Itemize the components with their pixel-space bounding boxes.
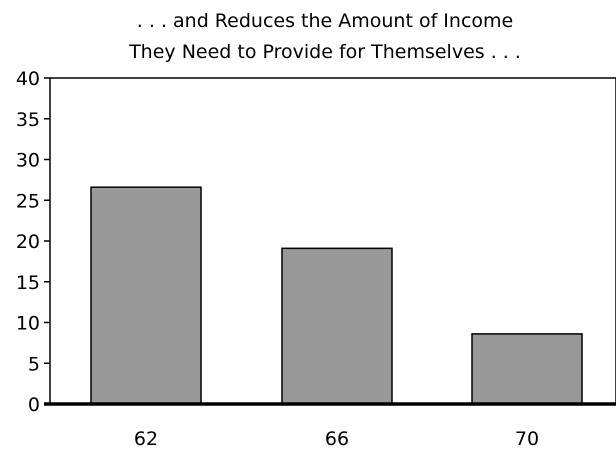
bars (90, 186, 583, 405)
chart-title-line-1: . . . and Reduces the Amount of Income (137, 10, 513, 32)
y-tick-label: 35 (16, 109, 40, 131)
x-axis: 62 66 70 (44, 402, 616, 449)
bar-62 (90, 186, 202, 405)
y-tick-label: 30 (16, 150, 40, 172)
bar-70 (471, 333, 583, 405)
y-tick-label: 20 (16, 231, 40, 253)
x-tick-label: 62 (134, 428, 158, 449)
y-tick-label: 40 (16, 68, 40, 90)
chart-title: . . . and Reduces the Amount of Income T… (128, 10, 521, 63)
x-tick-label: 70 (515, 428, 539, 449)
bar-66 (281, 247, 393, 405)
chart-title-line-2: They Need to Provide for Themselves . . … (128, 41, 521, 63)
y-axis: 0 5 10 15 20 25 30 35 40 (16, 68, 50, 416)
y-tick-label: 15 (16, 272, 40, 294)
y-tick-label: 5 (28, 353, 40, 375)
x-tick-label: 66 (325, 428, 349, 449)
y-tick-label: 25 (16, 190, 40, 212)
y-tick-label: 0 (28, 394, 40, 416)
y-tick-label: 10 (16, 313, 40, 335)
